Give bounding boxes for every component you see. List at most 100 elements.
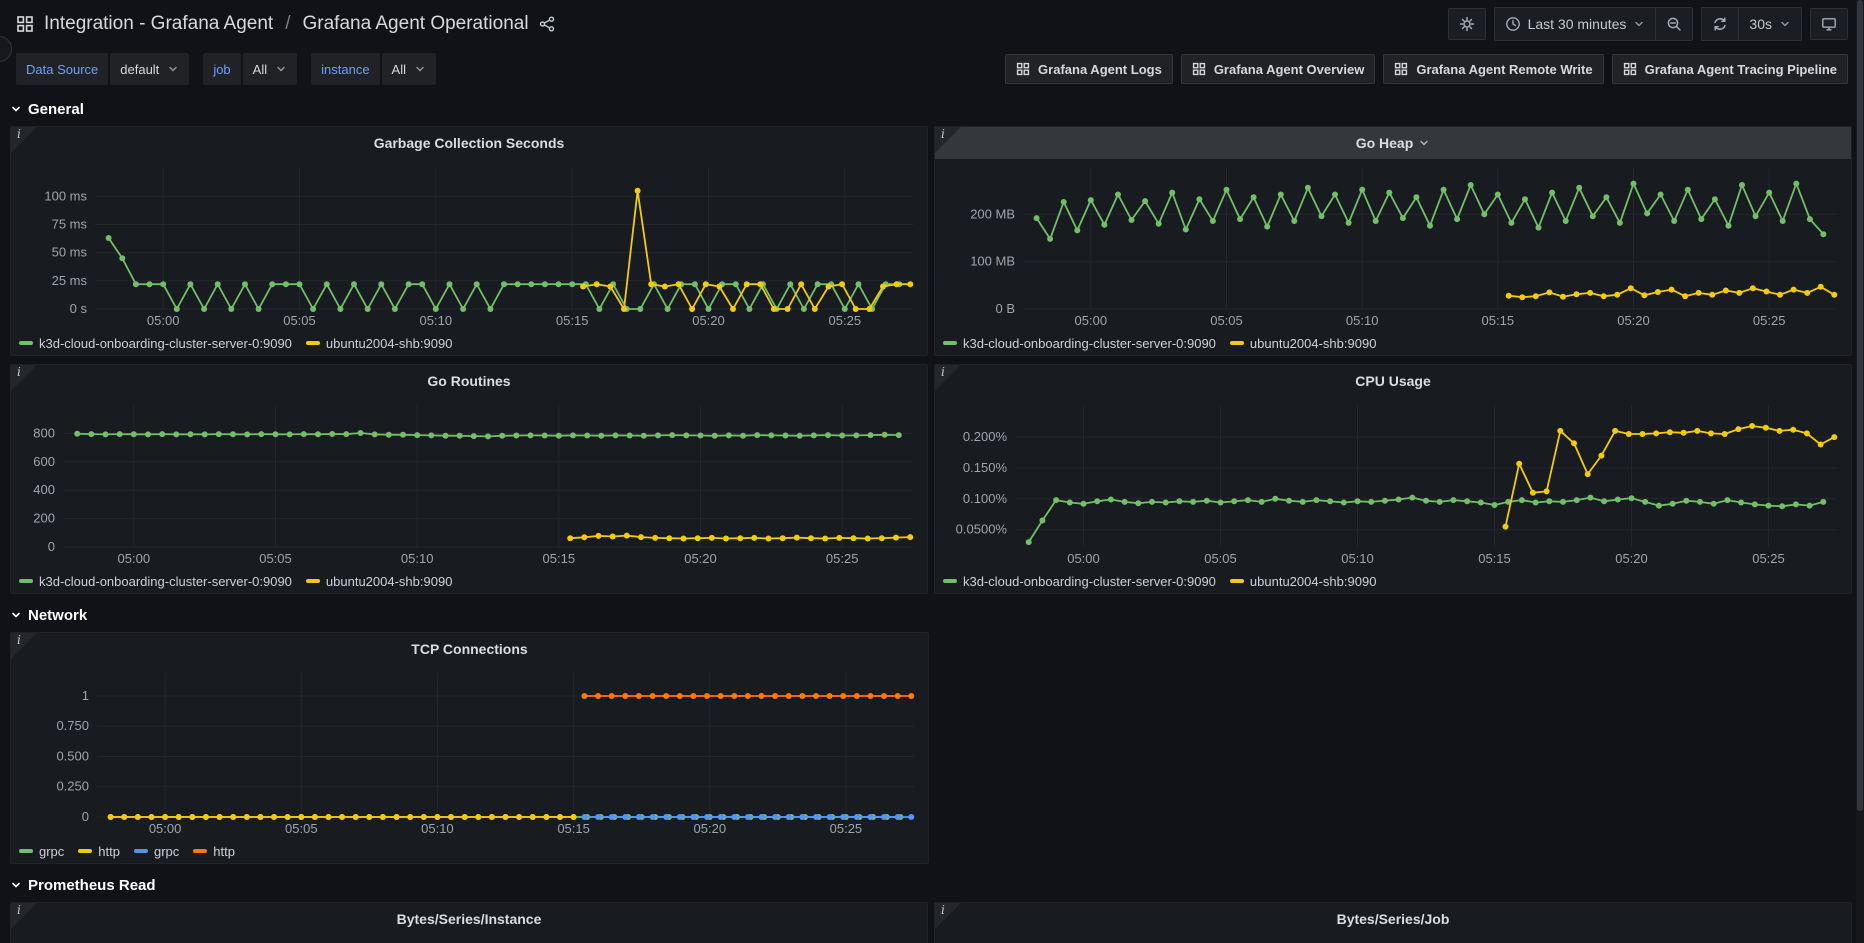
dashboard-link-overview[interactable]: Grafana Agent Overview [1180, 54, 1376, 84]
svg-text:05:15: 05:15 [556, 313, 589, 328]
template-variables: Data Source default job All instance All [16, 53, 436, 85]
info-icon[interactable]: i [935, 127, 961, 153]
section-general[interactable]: General [10, 96, 1852, 122]
legend-item[interactable]: k3d-cloud-onboarding-cluster-server-0:90… [19, 574, 292, 589]
panel-title: Garbage Collection Seconds [373, 135, 565, 151]
legend: k3d-cloud-onboarding-cluster-server-0:90… [935, 569, 1851, 593]
info-icon[interactable]: i [935, 365, 961, 391]
legend-swatch [19, 341, 33, 345]
legend-item[interactable]: ubuntu2004-shb:9090 [305, 336, 452, 351]
panel-header[interactable]: Bytes/Series/Job [935, 903, 1851, 935]
legend-label: ubuntu2004-shb:9090 [1249, 335, 1377, 351]
svg-text:0.100%: 0.100% [963, 491, 1008, 506]
refresh-icon [1712, 16, 1728, 32]
panel-cpu-usage: i CPU Usage 05:00 05:05 05:10 05:15 05:20 05:… [934, 364, 1852, 594]
panel-bytes-series-instance: i Bytes/Series/Instance [10, 902, 928, 943]
empty-grid-cell [935, 632, 1852, 864]
page-scrollbar[interactable] [1856, 0, 1864, 943]
svg-text:0.0500%: 0.0500% [956, 522, 1008, 537]
submenu: Data Source default job All instance All… [0, 48, 1864, 90]
panel-header[interactable]: Bytes/Series/Instance [11, 903, 927, 935]
svg-text:05:25: 05:25 [1752, 551, 1785, 566]
dashboard-link-remote-write[interactable]: Grafana Agent Remote Write [1383, 54, 1604, 84]
dashboard-settings-button[interactable] [1447, 8, 1486, 40]
dashboard-link-tracing-pipeline[interactable]: Grafana Agent Tracing Pipeline [1611, 54, 1848, 84]
legend-item[interactable]: http [78, 844, 120, 859]
dashboard-grid: General i Garbage Collection Seconds 05:… [0, 96, 1864, 943]
zoom-out-button[interactable] [1655, 8, 1692, 40]
svg-text:400: 400 [33, 482, 55, 497]
svg-text:05:05: 05:05 [1210, 313, 1243, 328]
legend-item[interactable]: k3d-cloud-onboarding-cluster-server-0:90… [943, 574, 1216, 589]
zoom-out-icon [1666, 16, 1682, 32]
info-icon[interactable]: i [11, 127, 37, 153]
refresh-button[interactable] [1702, 8, 1738, 40]
legend-label: grpc [39, 843, 65, 859]
panel-header[interactable]: CPU Usage [935, 365, 1851, 397]
svg-text:25 ms: 25 ms [52, 273, 88, 288]
chart-garbage-collection-seconds: 05:00 05:05 05:10 05:15 05:20 05:25 100 ms 75 m… [11, 159, 927, 331]
svg-text:05:15: 05:15 [557, 821, 590, 836]
scrollbar-thumb[interactable] [1857, 0, 1863, 811]
section-title: Prometheus Read [28, 876, 156, 894]
svg-text:05:20: 05:20 [692, 313, 725, 328]
legend-item[interactable]: http [193, 844, 235, 859]
time-picker-button[interactable]: Last 30 minutes [1495, 8, 1656, 40]
panel-header[interactable]: Go Routines [11, 365, 927, 397]
legend-label: k3d-cloud-onboarding-cluster-server-0:90… [39, 573, 292, 589]
legend-item[interactable]: grpc [19, 844, 64, 859]
svg-text:05:15: 05:15 [1478, 551, 1511, 566]
chart-go-heap: 05:00 05:05 05:10 05:15 05:20 05:25 200 MB 100 … [935, 159, 1851, 331]
panel-header[interactable]: Go Heap [935, 127, 1851, 159]
info-icon[interactable]: i [11, 903, 37, 929]
section-title: General [28, 100, 84, 118]
panel-go-routines: i Go Routines 05:00 05:05 05:10 05:15 05:20 0… [10, 364, 928, 594]
legend-item[interactable]: k3d-cloud-onboarding-cluster-server-0:90… [943, 336, 1216, 351]
svg-text:05:10: 05:10 [420, 313, 453, 328]
variable-datasource-value[interactable]: default [110, 53, 190, 85]
info-icon[interactable]: i [11, 365, 37, 391]
legend-item[interactable]: grpc [133, 844, 179, 859]
svg-text:0: 0 [48, 539, 55, 554]
section-prometheus-read[interactable]: Prometheus Read [10, 872, 1852, 898]
info-icon[interactable]: i [11, 633, 37, 659]
svg-text:05:05: 05:05 [285, 821, 318, 836]
chevron-down-icon [10, 879, 22, 891]
panel-go-heap: i Go Heap 05:00 05:05 05:10 05:15 05:20 05:25… [934, 126, 1852, 356]
chevron-down-icon [167, 63, 179, 75]
chevron-down-icon [1779, 18, 1791, 30]
legend-item[interactable]: ubuntu2004-shb:9090 [1229, 335, 1377, 351]
variable-job-value[interactable]: All [242, 53, 298, 85]
svg-text:05:15: 05:15 [1482, 313, 1515, 328]
refresh-interval-button[interactable]: 30s [1738, 8, 1801, 40]
panel-header[interactable]: Garbage Collection Seconds [11, 127, 927, 159]
legend-item[interactable]: ubuntu2004-shb:9090 [1229, 574, 1376, 589]
kiosk-mode-button[interactable] [1810, 8, 1848, 40]
svg-text:05:25: 05:25 [830, 821, 863, 836]
legend-item[interactable]: k3d-cloud-onboarding-cluster-server-0:90… [19, 336, 292, 351]
legend-swatch [19, 579, 33, 583]
svg-text:600: 600 [33, 454, 55, 469]
info-icon[interactable]: i [935, 903, 961, 929]
dashboard-link-logs[interactable]: Grafana Agent Logs [1005, 54, 1173, 84]
svg-text:05:25: 05:25 [1753, 313, 1786, 328]
section-network[interactable]: Network [10, 602, 1852, 628]
variable-instance-value[interactable]: All [381, 53, 436, 85]
legend-swatch [943, 341, 957, 345]
apps-grid-icon [1623, 62, 1637, 76]
legend-label: http [98, 843, 120, 859]
legend-label: k3d-cloud-onboarding-cluster-server-0:90… [963, 335, 1216, 351]
variable-datasource: Data Source default [16, 53, 190, 85]
legend-item[interactable]: ubuntu2004-shb:9090 [305, 574, 452, 589]
svg-text:05:20: 05:20 [1615, 551, 1648, 566]
panel-header[interactable]: TCP Connections [11, 633, 928, 665]
svg-text:75 ms: 75 ms [52, 217, 88, 232]
apps-grid-icon [16, 15, 34, 33]
panel-garbage-collection-seconds: i Garbage Collection Seconds 05:00 05:05 0… [10, 126, 928, 356]
breadcrumb-page-title: Grafana Agent Operational [302, 13, 529, 34]
svg-text:05:10: 05:10 [1346, 313, 1379, 328]
share-button[interactable] [539, 16, 555, 32]
breadcrumb-separator: / [285, 13, 291, 34]
breadcrumb-folder[interactable]: Integration - Grafana Agent [44, 13, 274, 34]
svg-text:1: 1 [82, 688, 89, 703]
